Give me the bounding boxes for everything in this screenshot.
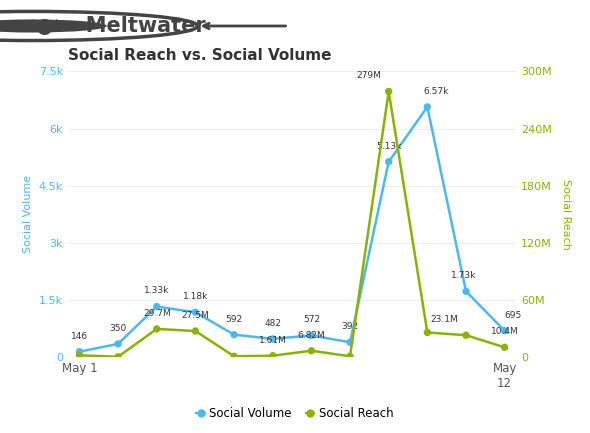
Point [461, 332, 471, 339]
Text: 10.4M: 10.4M [491, 327, 519, 336]
Text: 23.1M: 23.1M [430, 315, 458, 324]
Text: 1.73k: 1.73k [451, 271, 476, 280]
Point [268, 352, 277, 359]
Text: 1.18k: 1.18k [183, 292, 208, 301]
Text: 1.61M: 1.61M [259, 336, 287, 345]
Point [422, 329, 432, 336]
Point [345, 339, 355, 346]
Point [113, 353, 123, 360]
Point [307, 347, 316, 354]
Point [268, 336, 277, 343]
Y-axis label: Social Reach: Social Reach [562, 179, 572, 250]
Point [113, 340, 123, 347]
Point [191, 309, 200, 316]
Point [230, 353, 239, 360]
Point [191, 327, 200, 334]
Text: 6.57k: 6.57k [423, 87, 448, 96]
Text: 146: 146 [71, 332, 88, 340]
Point [152, 303, 162, 310]
Legend: Social Volume, Social Reach: Social Volume, Social Reach [192, 403, 398, 425]
Text: 592: 592 [225, 314, 242, 323]
Point [75, 348, 84, 355]
Point [384, 88, 394, 95]
Text: 482: 482 [264, 319, 281, 328]
Text: Social Reach vs. Social Volume: Social Reach vs. Social Volume [68, 48, 332, 63]
Point [307, 332, 316, 339]
Point [422, 103, 432, 110]
Point [152, 326, 162, 333]
Point [461, 288, 471, 295]
Text: 6.82M: 6.82M [297, 331, 325, 339]
Point [345, 353, 355, 360]
Text: 5.13k: 5.13k [376, 142, 401, 151]
Point [230, 331, 239, 338]
Circle shape [0, 19, 107, 32]
Text: 27.5M: 27.5M [182, 311, 209, 320]
Point [500, 344, 509, 351]
Text: 279M: 279M [357, 71, 382, 81]
Text: 29.7M: 29.7M [143, 309, 171, 318]
Point [384, 158, 394, 165]
Text: <●>  Meltwater: <●> Meltwater [18, 16, 205, 36]
Text: 695: 695 [504, 310, 522, 320]
Point [75, 352, 84, 359]
Text: 392: 392 [342, 322, 359, 331]
Point [500, 327, 509, 334]
Y-axis label: Social Volume: Social Volume [23, 175, 33, 253]
Text: 1.33k: 1.33k [144, 287, 169, 295]
Text: 350: 350 [110, 324, 127, 333]
Text: 572: 572 [303, 315, 320, 324]
